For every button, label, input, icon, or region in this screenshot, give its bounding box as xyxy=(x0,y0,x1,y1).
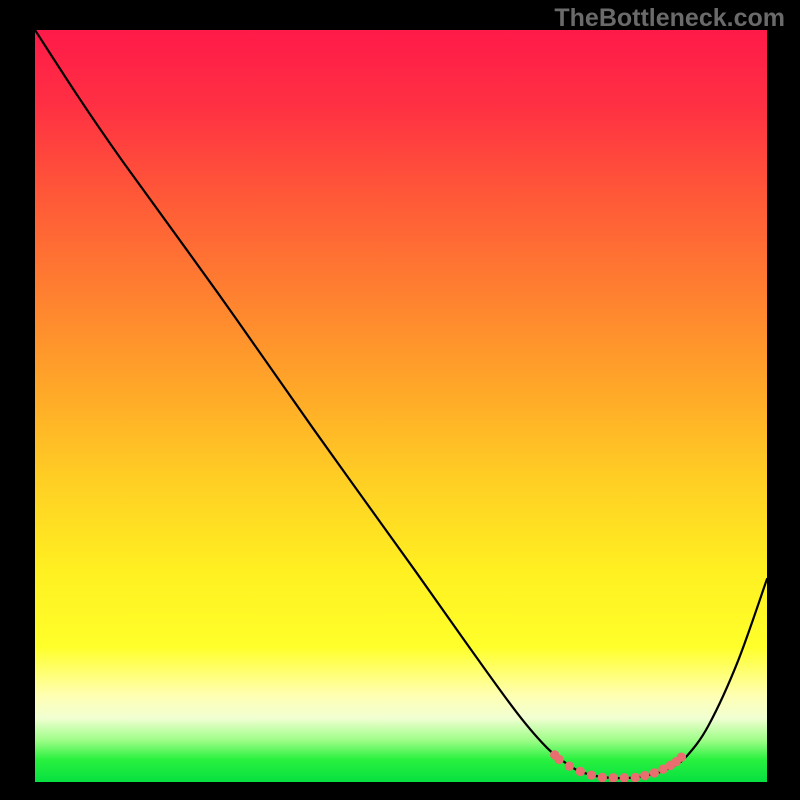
valley-dot xyxy=(598,773,606,781)
valley-dot xyxy=(620,774,628,782)
gradient-background xyxy=(35,30,767,782)
valley-dot xyxy=(631,773,639,781)
valley-dot xyxy=(641,771,649,779)
valley-dot xyxy=(677,753,685,761)
valley-dot xyxy=(576,767,584,775)
valley-dot xyxy=(555,755,563,763)
chart-svg xyxy=(35,30,767,782)
plot-area xyxy=(35,30,767,782)
image-root: TheBottleneck.com xyxy=(0,0,800,800)
watermark-text: TheBottleneck.com xyxy=(554,4,785,33)
valley-dot xyxy=(650,769,658,777)
valley-dot xyxy=(587,771,595,779)
valley-dot xyxy=(609,774,617,782)
valley-dot xyxy=(565,762,573,770)
